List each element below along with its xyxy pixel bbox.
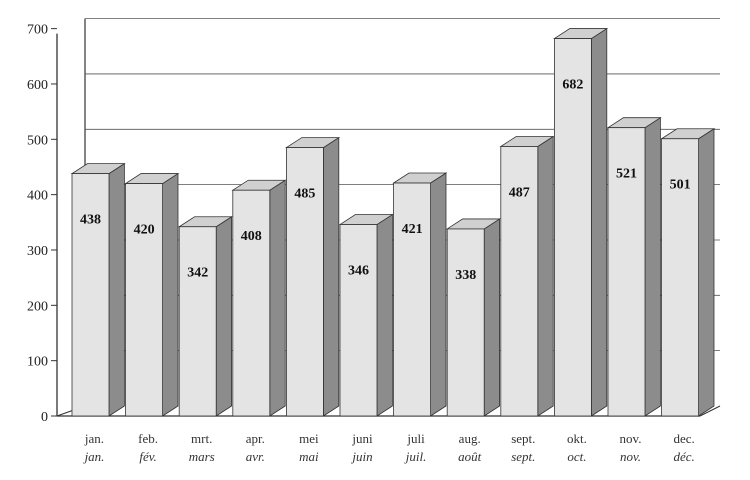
y-axis-ticks: 0 100 200 300 400 500 600 700 bbox=[27, 23, 57, 425]
x-tick-label: sept. bbox=[511, 431, 535, 446]
bar: 420 bbox=[124, 172, 180, 417]
bar-value-label: 420 bbox=[134, 223, 155, 238]
x-tick-label-fr: juil. bbox=[404, 449, 427, 464]
x-tick-label-fr: oct. bbox=[567, 449, 586, 464]
bar-value-label: 521 bbox=[616, 167, 637, 182]
bar-value-label: 682 bbox=[562, 78, 583, 93]
y-tick-label: 400 bbox=[27, 189, 48, 204]
bar-front bbox=[285, 147, 324, 417]
bar: 338 bbox=[445, 218, 501, 417]
bar-front bbox=[661, 138, 699, 417]
bar: 485 bbox=[285, 136, 341, 417]
bar-front bbox=[71, 173, 110, 417]
bar-side bbox=[269, 179, 286, 417]
x-tick-label-fr: mars bbox=[189, 449, 215, 464]
bar: 408 bbox=[231, 179, 287, 417]
x-tick-label-fr: fév. bbox=[139, 449, 156, 464]
bar-side bbox=[162, 172, 179, 417]
bar-value-label: 438 bbox=[80, 213, 101, 228]
bar-value-label: 408 bbox=[241, 229, 262, 244]
bar-side bbox=[698, 128, 715, 417]
bar-front bbox=[554, 38, 592, 417]
bar-front bbox=[232, 189, 271, 417]
y-tick-label: 300 bbox=[27, 244, 48, 259]
bar-side bbox=[376, 213, 393, 417]
bar: 346 bbox=[338, 213, 394, 417]
y-tick-label: 0 bbox=[41, 410, 48, 425]
x-tick-label-fr: août bbox=[458, 449, 482, 464]
bar-front bbox=[339, 224, 378, 417]
x-axis-labels: jan. jan. feb. fév. mrt. mars apr. avr. mei mai ju… bbox=[83, 431, 695, 464]
bar-side bbox=[483, 218, 501, 417]
bar-front bbox=[500, 146, 539, 417]
bar-side bbox=[644, 116, 661, 417]
bar-side bbox=[108, 162, 125, 417]
bar: 501 bbox=[660, 128, 716, 417]
bar: 487 bbox=[499, 135, 555, 417]
bar-value-label: 485 bbox=[294, 187, 315, 202]
bar-front bbox=[125, 183, 163, 417]
bar: 421 bbox=[392, 172, 448, 417]
y-tick-label: 500 bbox=[27, 133, 48, 148]
x-tick-label-fr: juin bbox=[350, 449, 372, 464]
y-tick-label: 600 bbox=[27, 78, 48, 93]
bar-side bbox=[430, 172, 447, 417]
bar-side bbox=[591, 27, 608, 417]
x-tick-label-fr: mai bbox=[299, 449, 319, 464]
bar-value-label: 487 bbox=[509, 185, 530, 200]
bar: 682 bbox=[553, 27, 609, 417]
x-tick-label-fr: sept. bbox=[511, 449, 535, 464]
bar-side bbox=[322, 136, 340, 417]
x-tick-label: juli bbox=[406, 431, 425, 446]
x-tick-label: nov. bbox=[620, 431, 642, 446]
bar-value-label: 342 bbox=[187, 266, 208, 281]
x-tick-label: jan. bbox=[84, 431, 104, 446]
y-tick-label: 700 bbox=[27, 23, 48, 38]
x-tick-label: mrt. bbox=[191, 431, 212, 446]
bar-value-label: 421 bbox=[402, 222, 423, 237]
bar-value-label: 346 bbox=[348, 264, 369, 279]
bar: 438 bbox=[70, 162, 126, 417]
bar-side bbox=[537, 135, 554, 417]
bar-side bbox=[215, 216, 233, 417]
x-tick-label: feb. bbox=[138, 431, 158, 446]
bars: 438 420 342 408 485 346 421 338 487 682 521 501 bbox=[70, 27, 716, 417]
x-tick-label: okt. bbox=[567, 431, 587, 446]
bar-value-label: 501 bbox=[670, 178, 691, 193]
bar: 342 bbox=[177, 216, 233, 417]
bar-front bbox=[446, 228, 485, 417]
y-tick-label: 200 bbox=[27, 299, 48, 314]
bar-value-label: 338 bbox=[455, 268, 476, 283]
x-tick-label: aug. bbox=[459, 431, 481, 446]
x-tick-label: apr. bbox=[246, 431, 265, 446]
bar-front bbox=[393, 182, 432, 417]
x-tick-label-fr: avr. bbox=[246, 449, 265, 464]
x-tick-label: juni bbox=[351, 431, 373, 446]
bar-front bbox=[178, 226, 217, 417]
x-tick-label: mei bbox=[299, 431, 319, 446]
bar: 521 bbox=[606, 116, 662, 417]
x-tick-label-fr: nov. bbox=[620, 449, 641, 464]
x-tick-label-fr: déc. bbox=[673, 449, 694, 464]
bar-front bbox=[607, 127, 646, 417]
x-tick-label: dec. bbox=[673, 431, 694, 446]
x-tick-label-fr: jan. bbox=[83, 449, 105, 464]
y-tick-label: 100 bbox=[27, 355, 48, 370]
